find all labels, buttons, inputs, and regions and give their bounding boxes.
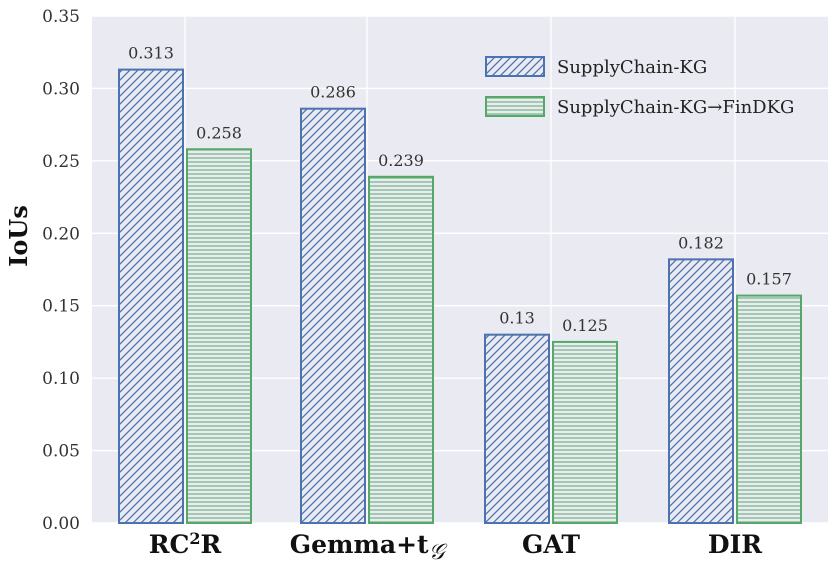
bar-series0-cat3 xyxy=(668,258,734,524)
y-tick-label: 0.05 xyxy=(42,442,80,462)
bar-value-label: 0.286 xyxy=(310,83,356,102)
x-category-label: DIR xyxy=(708,530,762,559)
y-tick-label: 0.00 xyxy=(42,514,80,534)
legend-label-supplychain-kg: SupplyChain-KG xyxy=(557,57,707,78)
bar-series1-cat1 xyxy=(368,175,434,524)
bar-value-label: 0.313 xyxy=(128,44,174,63)
bar-value-label: 0.182 xyxy=(678,233,724,252)
bar-value-label: 0.125 xyxy=(562,316,608,335)
bar-value-label: 0.157 xyxy=(746,270,792,289)
y-tick-label: 0.20 xyxy=(42,224,80,244)
y-tick-label: 0.15 xyxy=(42,297,80,317)
legend-swatch-supplychain-kg xyxy=(485,56,545,77)
bar-series0-cat1 xyxy=(300,107,366,525)
bar-series0-cat2 xyxy=(484,333,550,524)
bar-value-label: 0.239 xyxy=(378,151,424,170)
legend-label-supplychain-kg-findkg: SupplyChain-KG→FinDKG xyxy=(557,97,794,118)
legend-swatch-supplychain-kg-findkg xyxy=(485,96,545,117)
bar-value-label: 0.13 xyxy=(499,309,535,328)
x-category-label: Gemma+t𝒢 xyxy=(290,530,448,565)
y-axis-label: IoUs xyxy=(4,205,33,267)
y-axis-ticks: 0.00 0.05 0.10 0.15 0.20 0.25 0.30 0.35 xyxy=(42,7,80,534)
bar-value-label: 0.258 xyxy=(196,123,242,142)
x-category-label: GAT xyxy=(522,530,580,559)
y-tick-label: 0.10 xyxy=(42,369,80,389)
bar-series1-cat0 xyxy=(186,148,252,524)
bar-series0-cat0 xyxy=(118,68,184,525)
y-tick-label: 0.25 xyxy=(42,152,80,172)
bars: 0.313 0.286 0.13 0.182 0.258 0.239 0.125 0.157 xyxy=(118,44,802,525)
x-category-label: RC2R xyxy=(149,529,222,559)
bar-series1-cat3 xyxy=(736,294,802,524)
y-tick-label: 0.30 xyxy=(42,79,80,99)
legend: SupplyChain-KG SupplyChain-KG→FinDKG xyxy=(485,56,794,118)
y-tick-label: 0.35 xyxy=(42,7,80,27)
bar-series1-cat2 xyxy=(552,340,618,524)
x-axis-labels: RC2R Gemma+t𝒢 GAT DIR xyxy=(149,529,763,565)
